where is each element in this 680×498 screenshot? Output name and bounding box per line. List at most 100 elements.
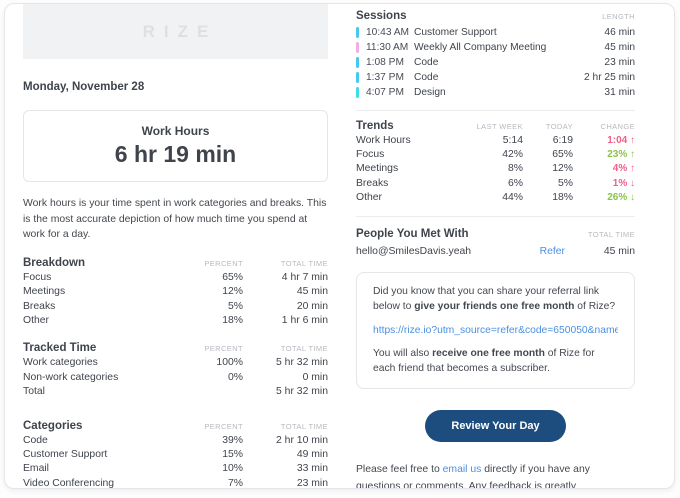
referral-text-1-pre: Did you know that you can share your ref…: [373, 285, 600, 312]
tracked-time-title: Tracked Time: [23, 342, 97, 355]
categories-table: Categories PERCENT TOTAL TIME Code 39% 2…: [23, 420, 328, 489]
referral-text-2-post: of Rize for each friend that becomes a s…: [373, 347, 595, 374]
trends-header: Trends LAST WEEK TODAY CHANGE: [356, 120, 635, 135]
people-header: People You Met With TOTAL TIME: [356, 228, 635, 243]
trend-label: Meetings: [356, 163, 399, 175]
brand-header-band: RIZE: [23, 4, 328, 59]
right-column: Sessions LENGTH 10:43 AM Customer Suppor…: [356, 4, 635, 488]
session-label: Design: [414, 87, 446, 98]
referral-text-2: You will also receive one free month of …: [373, 347, 618, 377]
table-row: Customer Support 15% 49 min: [23, 449, 328, 463]
referral-text-2-pre: You will also: [373, 347, 433, 359]
categories-title: Categories: [23, 419, 83, 432]
person-total-time: 45 min: [603, 245, 635, 257]
footer-text-pre: Please feel free to: [356, 463, 443, 475]
categories-header: Categories PERCENT TOTAL TIME: [23, 420, 328, 435]
row-label: Non-work categories: [23, 371, 119, 383]
left-column: RIZE Monday, November 28 Work Hours 6 hr…: [23, 4, 328, 488]
row-label: Total: [23, 386, 45, 398]
session-label: Code: [414, 57, 439, 68]
footer-text-post: directly if you have any questions or co…: [356, 463, 590, 489]
row-percent: 7%: [227, 477, 243, 489]
row-label: Other: [23, 315, 49, 326]
review-your-day-button[interactable]: Review Your Day: [425, 409, 566, 442]
trend-label: Work Hours: [356, 135, 411, 146]
row-time: 33 min: [296, 463, 328, 475]
total-time-column-header: TOTAL TIME: [280, 258, 328, 268]
row-time: 1 hr 6 min: [281, 315, 328, 326]
total-time-column-header: TOTAL TIME: [280, 344, 328, 354]
trend-change-value: 1%: [612, 177, 628, 189]
sessions-title: Sessions: [356, 10, 407, 22]
trend-row: Meetings 8% 12% 4% ↑: [356, 163, 635, 177]
section-divider: [356, 110, 635, 111]
referral-text-2-bold: receive one free month: [432, 347, 545, 359]
trend-label: Focus: [356, 149, 385, 161]
trend-last-week: 6%: [507, 177, 523, 189]
trend-today: 65%: [552, 149, 573, 161]
last-week-column-header: LAST WEEK: [476, 122, 523, 131]
table-row: Other 18% 1 hr 6 min: [23, 315, 328, 329]
work-hours-description: Work hours is your time spent in work ca…: [23, 198, 327, 241]
session-time: 4:07 PM: [366, 87, 404, 98]
row-time: 49 min: [296, 448, 328, 460]
row-percent: 0%: [227, 371, 243, 383]
table-row: Work categories 100% 5 hr 32 min: [23, 357, 328, 371]
trend-change: 1:04 ↑: [573, 135, 635, 146]
trend-change-value: 4%: [612, 163, 628, 175]
table-row: Video Conferencing 7% 23 min: [23, 477, 328, 489]
cta-container: Review Your Day: [356, 409, 635, 442]
referral-url-link[interactable]: https://rize.io?utm_source=refer&code=65…: [373, 324, 618, 336]
total-time-column-header: TOTAL TIME: [587, 229, 635, 239]
row-label: Meetings: [23, 286, 66, 298]
referral-text-1-post: of Rize?: [574, 300, 616, 312]
row-percent: 10%: [222, 463, 243, 475]
email-us-link[interactable]: email us: [442, 463, 482, 475]
session-label: Code: [414, 72, 439, 83]
trend-row: Work Hours 5:14 6:19 1:04 ↑: [356, 135, 635, 149]
email-digest-card: RIZE Monday, November 28 Work Hours 6 hr…: [4, 3, 675, 489]
rize-logo: RIZE: [142, 21, 218, 41]
referral-text-1: Did you know that you can share your ref…: [373, 285, 618, 315]
row-label: Code: [23, 434, 48, 446]
work-hours-card: Work Hours 6 hr 19 min: [23, 110, 328, 182]
sessions-header: Sessions LENGTH: [356, 10, 635, 25]
date-heading: Monday, November 28: [23, 81, 145, 93]
row-time: 23 min: [296, 477, 328, 489]
length-column-header: LENGTH: [602, 12, 635, 21]
session-time: 1:37 PM: [366, 72, 404, 83]
people-title: People You Met With: [356, 227, 469, 240]
trend-label: Other: [356, 191, 382, 203]
session-color-bar: [356, 87, 359, 98]
session-color-bar: [356, 27, 359, 38]
row-percent: 12%: [222, 286, 243, 298]
trend-arrow-icon: ↑: [630, 135, 635, 146]
table-row: Focus 65% 4 hr 7 min: [23, 272, 328, 286]
row-label: Breaks: [23, 300, 56, 312]
session-row: 4:07 PM Design 31 min: [356, 85, 635, 100]
refer-link[interactable]: Refer: [539, 245, 565, 257]
row-label: Focus: [23, 271, 52, 283]
session-color-bar: [356, 42, 359, 53]
trend-change-value: 26%: [607, 191, 628, 203]
row-label: Work categories: [23, 357, 98, 369]
session-row: 10:43 AM Customer Support 46 min: [356, 25, 635, 40]
row-percent: 39%: [222, 434, 243, 446]
session-time: 11:30 AM: [366, 42, 409, 53]
table-row: Email 10% 33 min: [23, 463, 328, 477]
table-row: Breaks 5% 20 min: [23, 301, 328, 315]
session-length: 23 min: [604, 57, 635, 68]
referral-text-1-bold: give your friends one free month: [414, 300, 575, 312]
trend-last-week: 42%: [502, 149, 523, 161]
row-label: Customer Support: [23, 448, 108, 460]
row-time: 45 min: [296, 286, 328, 298]
trend-arrow-icon: ↑: [630, 149, 635, 161]
table-row: Non-work categories 0% 0 min: [23, 372, 328, 386]
trend-today: 12%: [552, 163, 573, 175]
total-time-column-header: TOTAL TIME: [280, 421, 328, 431]
session-row: 1:08 PM Code 23 min: [356, 55, 635, 70]
trend-change-value: 23%: [607, 149, 628, 161]
trend-arrow-icon: ↓: [630, 191, 635, 203]
row-label: Video Conferencing: [23, 477, 115, 489]
row-time: 4 hr 7 min: [281, 271, 328, 283]
